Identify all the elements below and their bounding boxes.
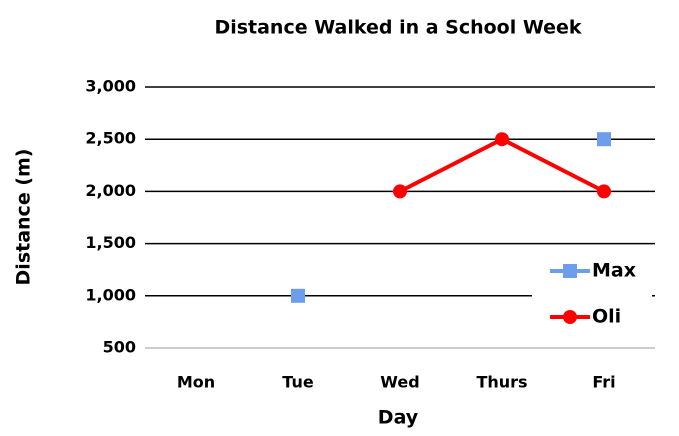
- legend-marker: [563, 264, 577, 278]
- y-tick-label: 3,000: [85, 77, 136, 96]
- legend-label: Oli: [592, 306, 621, 328]
- y-tick-label: 1,500: [85, 233, 136, 252]
- marker: [495, 132, 509, 147]
- x-axis-label: Day: [378, 407, 419, 429]
- x-tick-label: Tue: [282, 373, 314, 392]
- y-tick-label: 500: [103, 338, 136, 357]
- marker: [291, 288, 305, 303]
- legend-label: Max: [592, 260, 636, 282]
- marker: [393, 184, 407, 199]
- x-tick-label: Mon: [177, 373, 215, 392]
- x-tick-label: Wed: [380, 373, 419, 392]
- x-tick-label: Fri: [592, 373, 615, 392]
- y-tick-label: 2,500: [85, 129, 136, 148]
- x-tick-label: Thurs: [476, 373, 527, 392]
- legend-background: [532, 253, 652, 323]
- marker: [597, 132, 611, 147]
- chart-title: Distance Walked in a School Week: [214, 17, 581, 39]
- y-axis-label: Distance (m): [13, 149, 35, 286]
- y-tick-label: 2,000: [85, 181, 136, 200]
- y-tick-label: 1,000: [85, 285, 136, 304]
- series-line: [399, 136, 605, 194]
- marker: [597, 184, 611, 199]
- legend-marker: [563, 310, 577, 324]
